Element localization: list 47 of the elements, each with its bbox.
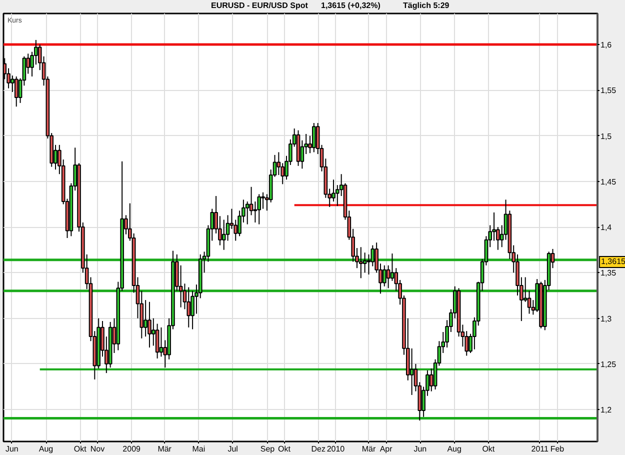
y-tick-label: 1,6 (600, 40, 612, 50)
x-tick-label: Okt (278, 444, 292, 454)
y-tick-label: 1,35 (600, 268, 617, 278)
x-tick-label: Nov (90, 444, 105, 454)
x-tick-label: Mär (158, 444, 172, 454)
x-tick-label: Dez (311, 444, 326, 454)
x-tick-label: Okt (74, 444, 88, 454)
candlestick (245, 200, 250, 225)
candlestick (370, 244, 375, 267)
x-tick-label: 2010 (326, 444, 346, 454)
x-tick-label: Jun (5, 444, 18, 454)
candlestick (144, 300, 148, 338)
y-tick-label: 1,55 (600, 86, 617, 96)
x-tick-label: Aug (447, 444, 462, 454)
annotation: 1,3615 (601, 256, 625, 267)
candlestick (261, 192, 265, 210)
y-tick-label: 1,3 (600, 314, 612, 324)
x-tick-label: Jul (228, 444, 238, 454)
candlestick (359, 246, 363, 279)
candlestick (159, 326, 164, 358)
candlestick (222, 219, 226, 250)
candlestick (390, 253, 394, 282)
x-tick-label: Apr (380, 444, 393, 454)
chart-title: EURUSD - EUR/USD Spot (211, 0, 308, 12)
y-tick-label: 1,2 (600, 406, 612, 415)
x-tick-label: 2011 (531, 444, 550, 454)
text: Täglich 5:29 (403, 0, 450, 12)
candlestick (257, 194, 262, 225)
x-tick-label: Okt (482, 444, 496, 454)
x-tick-label: Aug (38, 444, 54, 454)
x-tick-label: 2009 (122, 444, 142, 454)
y-tick-label: 1,5 (600, 132, 612, 141)
chart-subtitle: 1,3615 (+0,32%) (321, 0, 380, 12)
candlestick (410, 348, 414, 396)
candlestick (148, 301, 152, 348)
x-tick-label: Feb (550, 444, 565, 454)
x-tick-label: Sep (260, 444, 276, 454)
candlestick (382, 264, 386, 287)
x-tick-label: Mär (362, 444, 376, 454)
candlestick (14, 76, 18, 108)
y-tick-label: 1,25 (600, 360, 617, 369)
candlestick (186, 286, 191, 328)
x-tick-label: Mai (192, 444, 206, 454)
y-tick-label: 1,4 (600, 223, 612, 232)
y-tick-label: 1,45 (600, 177, 617, 186)
x-tick-label: Jun (414, 444, 427, 454)
candlestick (312, 122, 316, 153)
